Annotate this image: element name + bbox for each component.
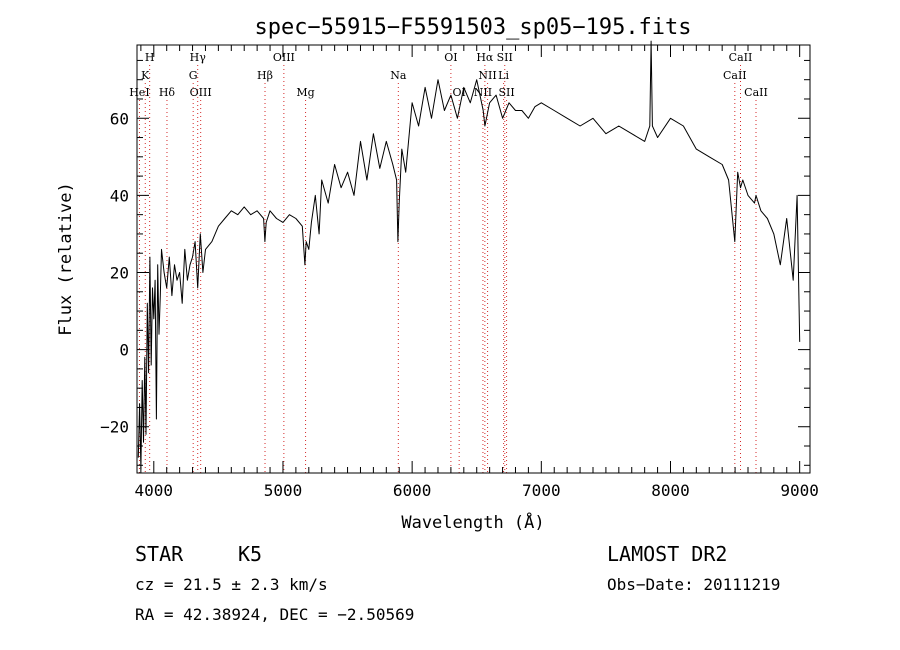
marker-label-20: CaII <box>723 69 747 82</box>
marker-label-11: OI <box>444 51 457 64</box>
chart-title: spec−55915−F5591503_sp05−195.fits <box>254 15 691 40</box>
marker-label-19: CaII <box>729 51 753 64</box>
y-tick-label-0: −20 <box>100 418 129 437</box>
x-tick-label-3: 7000 <box>522 481 561 500</box>
spectrum-series <box>137 40 801 470</box>
marker-label-10: Na <box>390 69 407 82</box>
marker-label-2: HeI <box>129 86 149 99</box>
marker-label-17: NII <box>474 86 492 99</box>
marker-label-5: G <box>189 69 198 82</box>
marker-label-6: OIII <box>190 86 212 99</box>
marker-label-8: Hβ <box>257 69 273 82</box>
marker-label-4: Hγ <box>190 51 207 64</box>
marker-label-18: SII <box>498 86 514 99</box>
marker-label-7: OIII <box>273 51 295 64</box>
x-tick-label-0: 4000 <box>135 481 174 500</box>
marker-label-0: H <box>145 51 155 64</box>
y-tick-label-4: 60 <box>110 109 129 128</box>
sky-coordinates: RA = 42.38924, DEC = −2.50569 <box>135 605 415 624</box>
axis-ticks: 4000 5000 6000 7000 8000 9000 −20 0 20 40 60 <box>100 45 819 500</box>
survey-name: LAMOST DR2 <box>607 542 728 566</box>
marker-label-14: SII <box>497 51 513 64</box>
x-tick-label-2: 6000 <box>393 481 432 500</box>
spectrum-line-0 <box>137 40 801 470</box>
object-subclass: K5 <box>238 542 263 566</box>
observation-date: Obs−Date: 20111219 <box>607 575 781 594</box>
marker-label-9: Mg <box>296 86 314 99</box>
y-tick-label-2: 20 <box>110 263 129 282</box>
marker-label-21: CaII <box>744 86 768 99</box>
marker-label-15: NII <box>478 69 496 82</box>
marker-label-16: Li <box>498 69 509 82</box>
x-tick-label-1: 5000 <box>264 481 303 500</box>
x-tick-label-5: 9000 <box>780 481 819 500</box>
marker-label-3: Hδ <box>159 86 176 99</box>
y-tick-label-1: 0 <box>119 341 129 360</box>
redshift-velocity: cz = 21.5 ± 2.3 km/s <box>135 575 328 594</box>
y-tick-label-3: 40 <box>110 186 129 205</box>
x-axis-label: Wavelength (Å) <box>401 511 544 533</box>
object-class: STAR <box>135 542 184 566</box>
y-axis-label: Flux (relative) <box>56 182 76 336</box>
x-tick-label-4: 8000 <box>651 481 690 500</box>
marker-label-1: K <box>141 69 150 82</box>
marker-label-13: Hα <box>476 51 494 64</box>
plot-frame <box>136 44 811 474</box>
